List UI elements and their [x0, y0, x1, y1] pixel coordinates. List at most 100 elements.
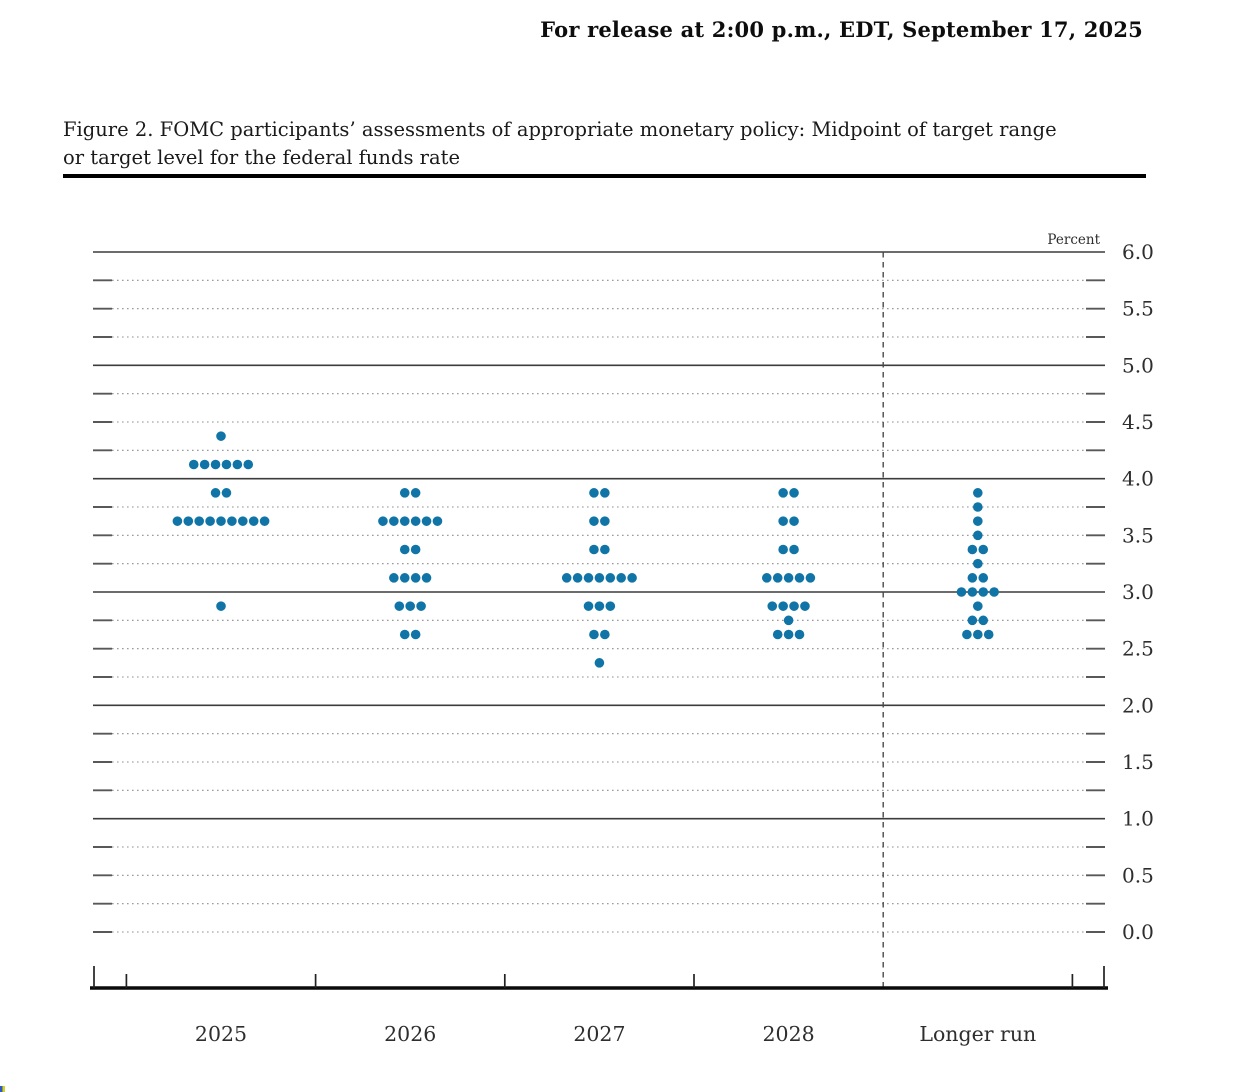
policy-rate-dot	[600, 544, 610, 555]
policy-rate-dot	[783, 573, 794, 583]
y-tick-label: 4.5	[1122, 410, 1154, 434]
policy-rate-dot	[762, 573, 772, 583]
policy-rate-dot	[605, 601, 616, 611]
policy-rate-dot	[205, 516, 215, 526]
policy-rate-dot	[589, 516, 599, 526]
policy-rate-dot	[227, 516, 237, 526]
policy-rate-dot	[783, 629, 794, 640]
policy-rate-dot	[967, 615, 978, 626]
policy-rate-dot	[800, 601, 810, 611]
policy-rate-dot	[973, 629, 983, 640]
policy-rate-dot	[794, 629, 805, 640]
release-datetime: For release at 2:00 p.m., EDT, September…	[540, 17, 1143, 42]
policy-rate-dot	[188, 459, 199, 470]
policy-rate-dot	[605, 573, 616, 583]
policy-rate-dot	[594, 601, 605, 611]
policy-rate-dot	[216, 431, 226, 441]
policy-rate-dot	[973, 601, 983, 611]
policy-rate-dot	[594, 658, 605, 668]
policy-rate-dot	[199, 459, 210, 470]
policy-rate-dot	[183, 516, 194, 526]
title-rule	[63, 174, 1146, 178]
figure-title-line-2: or target level for the federal funds ra…	[63, 145, 460, 169]
policy-rate-dot	[600, 629, 610, 640]
policy-rate-dot	[967, 573, 978, 583]
policy-rate-dot	[967, 587, 978, 597]
policy-rate-dot	[432, 516, 443, 526]
x-category-label: Longer run	[919, 1022, 1036, 1046]
policy-rate-dot	[778, 601, 788, 611]
policy-rate-dot	[978, 544, 989, 555]
policy-rate-dot	[983, 629, 994, 640]
policy-rate-dot	[600, 516, 610, 526]
policy-rate-dot	[248, 516, 259, 526]
policy-rate-dot	[589, 544, 599, 555]
policy-rate-dot	[216, 601, 226, 611]
policy-rate-dot	[172, 516, 183, 526]
y-tick-label: 0.5	[1122, 863, 1154, 887]
y-tick-label: 2.0	[1122, 693, 1154, 717]
policy-rate-dot	[221, 488, 232, 498]
y-tick-label: 2.5	[1122, 637, 1154, 661]
policy-rate-dot	[405, 601, 416, 611]
policy-rate-dot	[583, 573, 594, 583]
policy-rate-dot	[410, 573, 421, 583]
policy-rate-dot	[989, 587, 999, 597]
policy-rate-dot	[589, 629, 599, 640]
policy-rate-dot	[789, 544, 799, 555]
policy-rate-dot	[973, 530, 983, 541]
policy-rate-dot	[600, 488, 610, 498]
policy-rate-dot	[789, 488, 799, 498]
policy-rate-dot	[243, 459, 254, 470]
policy-rate-dot	[783, 615, 794, 626]
corner-artifact	[0, 1086, 5, 1092]
policy-rate-dot	[778, 516, 788, 526]
policy-rate-dot	[767, 601, 778, 611]
y-tick-label: 3.5	[1122, 523, 1154, 547]
policy-rate-dot	[627, 573, 637, 583]
policy-rate-dot	[962, 629, 972, 640]
policy-rate-dot	[772, 629, 783, 640]
policy-rate-dot	[378, 516, 388, 526]
y-tick-label: 3.0	[1122, 580, 1154, 604]
y-tick-label: 1.5	[1122, 750, 1154, 774]
policy-rate-dot	[794, 573, 805, 583]
policy-rate-dot	[583, 601, 594, 611]
policy-rate-dot	[973, 488, 983, 498]
policy-rate-dot	[973, 502, 983, 512]
policy-rate-dot	[805, 573, 816, 583]
y-axis-unit-label: Percent	[1047, 232, 1100, 248]
policy-rate-dot	[789, 516, 799, 526]
policy-rate-dot	[778, 488, 788, 498]
policy-rate-dot	[210, 488, 221, 498]
policy-rate-dot	[210, 459, 221, 470]
policy-rate-dot	[973, 516, 983, 526]
y-tick-label: 0.0	[1122, 920, 1154, 944]
policy-rate-dot	[416, 601, 426, 611]
policy-rate-dot	[399, 573, 410, 583]
y-tick-label: 5.0	[1122, 353, 1154, 377]
policy-rate-dot	[410, 544, 421, 555]
policy-rate-dot	[410, 488, 421, 498]
y-tick-label: 5.5	[1122, 297, 1154, 321]
y-tick-label: 6.0	[1122, 240, 1154, 264]
policy-rate-dot	[421, 516, 432, 526]
figure-title: Figure 2. FOMC participants’ assessments…	[63, 116, 1153, 171]
policy-rate-dot	[421, 573, 432, 583]
x-category-label: 2028	[763, 1022, 815, 1046]
policy-rate-dot	[978, 587, 989, 597]
policy-rate-dot	[410, 516, 421, 526]
x-category-label: 2027	[573, 1022, 625, 1046]
policy-rate-dot	[259, 516, 270, 526]
policy-rate-dot	[589, 488, 599, 498]
policy-rate-dot	[399, 629, 410, 640]
policy-rate-dot	[399, 516, 410, 526]
policy-rate-dot	[221, 459, 232, 470]
policy-rate-dot	[978, 573, 989, 583]
policy-rate-dot	[399, 488, 410, 498]
x-category-label: 2025	[195, 1022, 247, 1046]
policy-rate-dot	[772, 573, 783, 583]
y-tick-label: 1.0	[1122, 807, 1154, 831]
policy-rate-dot	[238, 516, 248, 526]
